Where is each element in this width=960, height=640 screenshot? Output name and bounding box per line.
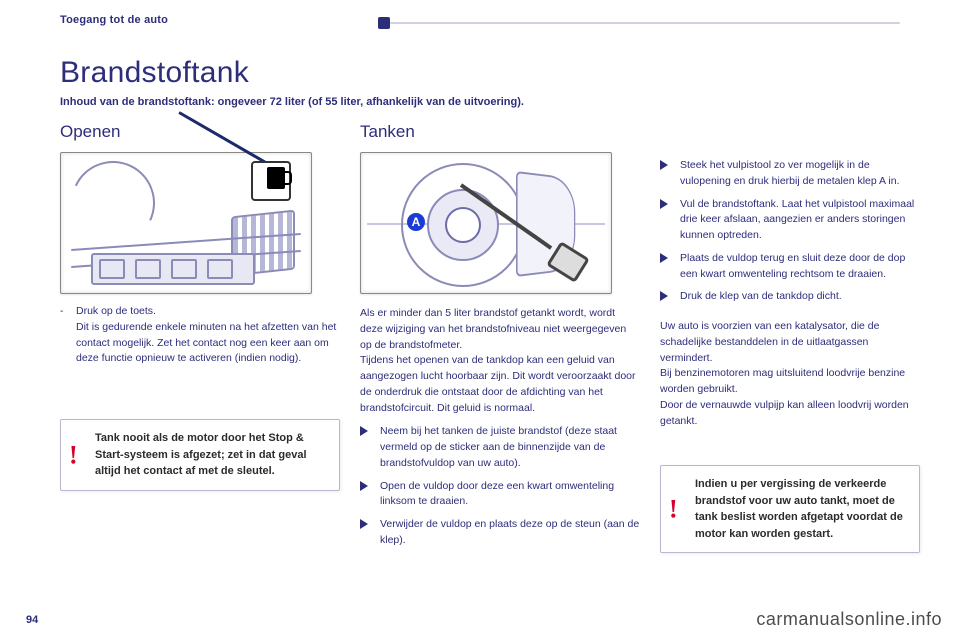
list-item: Vul de brandstoftank. Laat het vulpistoo… <box>674 197 920 244</box>
center-panel <box>91 253 255 285</box>
list-text: Plaats de vuldop terug en sluit deze doo… <box>680 252 905 280</box>
illustration-dashboard <box>60 152 312 294</box>
fuel-pump-icon <box>267 167 285 189</box>
watermark: carmanualsonline.info <box>756 609 942 630</box>
list-text: Druk de klep van de tankdop dicht. <box>680 290 842 302</box>
warning-box-wrongfuel: ! Indien u per vergissing de verkeerde b… <box>660 465 920 553</box>
list-item: Neem bij het tanken de juiste brandstof … <box>374 424 640 471</box>
list-text: Neem bij het tanken de juiste brandstof … <box>380 425 617 469</box>
warning-box-stopstart: ! Tank nooit als de motor door het Stop … <box>60 419 340 491</box>
header-section-name: Toegang tot de auto <box>60 14 168 26</box>
list-item: Open de vuldop door deze een kwart omwen… <box>374 479 640 511</box>
col2-paragraph: Als er minder dan 5 liter brandstof geta… <box>360 306 640 416</box>
page-header: Toegang tot de auto <box>0 14 960 38</box>
header-rule <box>390 22 900 24</box>
list-text: Verwijder de vuldop en plaats deze op de… <box>380 518 639 546</box>
page-number: 94 <box>26 614 38 626</box>
warning-text: Indien u per vergissing de verkeerde bra… <box>695 478 903 540</box>
warning-icon: ! <box>69 435 78 474</box>
list-item: Verwijder de vuldop en plaats deze op de… <box>374 517 640 549</box>
page-subtitle: Inhoud van de brandstoftank: ongeveer 72… <box>60 96 524 108</box>
col3-paragraph: Uw auto is voorzien van een katalysator,… <box>660 319 920 429</box>
column-openen: Openen - Druk op de toets. Dit is gedure… <box>60 122 340 491</box>
callout-label-a: A <box>407 213 425 231</box>
warning-text: Tank nooit als de motor door het Stop & … <box>95 432 307 477</box>
list-text: Druk op de toets. Dit is gedurende enkel… <box>76 305 336 364</box>
list-item: - Druk op de toets. Dit is gedurende enk… <box>60 304 340 367</box>
col3-bullets: Steek het vulpistool zo ver mogelijk in … <box>660 158 920 305</box>
list-item: Druk de klep van de tankdop dicht. <box>674 289 920 305</box>
header-marker <box>378 17 390 29</box>
col2-heading: Tanken <box>360 122 640 142</box>
page-title: Brandstoftank <box>60 56 249 90</box>
list-text: Open de vuldop door deze een kwart omwen… <box>380 480 614 508</box>
illustration-filler-cap: A <box>360 152 612 294</box>
steering-wheel-icon <box>59 149 167 257</box>
filler-cap <box>445 207 481 243</box>
list-item: Plaats de vuldop terug en sluit deze doo… <box>674 251 920 283</box>
column-tanken: Tanken A Als er minder dan 5 liter brand… <box>360 122 640 556</box>
list-item: Steek het vulpistool zo ver mogelijk in … <box>674 158 920 190</box>
col1-list: - Druk op de toets. Dit is gedurende enk… <box>60 304 340 367</box>
warning-icon: ! <box>669 490 678 529</box>
col2-bullets: Neem bij het tanken de juiste brandstof … <box>360 424 640 548</box>
list-text: Vul de brandstoftank. Laat het vulpistoo… <box>680 198 914 242</box>
manual-page: Toegang tot de auto Brandstoftank Inhoud… <box>0 0 960 640</box>
list-text: Steek het vulpistool zo ver mogelijk in … <box>680 159 899 187</box>
column-right: Steek het vulpistool zo ver mogelijk in … <box>660 122 920 553</box>
